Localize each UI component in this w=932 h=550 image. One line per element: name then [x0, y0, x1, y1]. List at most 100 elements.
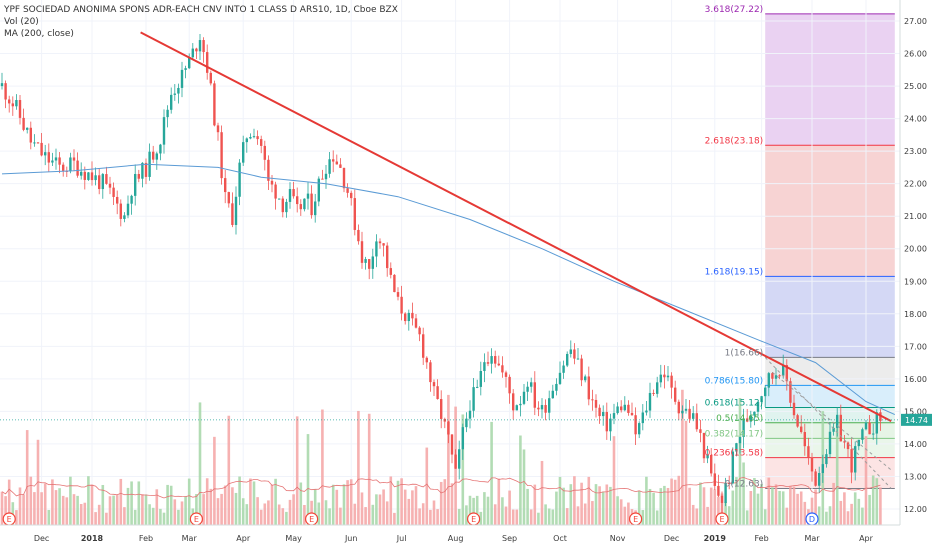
candle-body	[692, 413, 695, 419]
price-axis[interactable]: 12.00 13.00 14.00 15.00 16.00 17.00 18.00 19.00…	[899, 0, 932, 550]
candle-body	[742, 418, 745, 438]
volume-bar	[162, 512, 166, 525]
candle-body	[260, 139, 263, 146]
volume-bar	[727, 506, 731, 525]
earnings-marker-label: E	[719, 515, 724, 524]
volume-bar	[774, 484, 778, 525]
candle-body	[864, 422, 868, 430]
time-tick-label: Aug	[448, 534, 464, 543]
volume-bar	[339, 507, 342, 525]
candle-body	[558, 372, 562, 384]
candle-body	[342, 167, 346, 189]
candle-body	[695, 413, 698, 430]
volume-bar	[335, 489, 339, 525]
volume-bar	[148, 504, 151, 525]
candle-body	[522, 391, 526, 404]
volume-bar	[497, 478, 501, 525]
fibonacci-labels: 0(12.63) 0.236(13.58) 0.382(14.17) 0.5(14.6…	[705, 5, 764, 490]
volume-bar	[688, 487, 691, 525]
dividend-marker-label: D	[809, 515, 815, 524]
volume-bar	[677, 475, 681, 525]
candle-body	[360, 241, 364, 263]
candle-body	[101, 174, 104, 190]
candle-body	[299, 204, 302, 210]
price-tick-label: 26.00	[904, 50, 927, 59]
time-tick-label: Mar	[804, 534, 820, 543]
chart-legend: YPF SOCIEDAD ANONIMA SPONS ADR-EACH CNV …	[4, 4, 398, 40]
volume-bar	[691, 504, 695, 525]
candle-body	[152, 151, 155, 160]
price-tick-label: 25.00	[904, 82, 927, 91]
volume-bar	[22, 494, 25, 525]
volume-bar	[475, 495, 479, 525]
volume-bar	[83, 502, 87, 525]
candle-body	[587, 376, 590, 400]
volume-bar	[709, 487, 713, 525]
candle-body	[231, 203, 234, 225]
candle-body	[26, 127, 29, 130]
volume-bar	[155, 489, 159, 525]
volume-bar	[472, 497, 475, 525]
candle-body	[317, 178, 320, 202]
candle-body	[810, 457, 814, 472]
volume-bar	[216, 498, 220, 525]
volume-bar	[735, 477, 738, 525]
volume-bar	[69, 476, 72, 525]
candle-body	[296, 196, 299, 205]
volume-bar	[447, 394, 450, 525]
volume-bar	[616, 496, 619, 525]
candle-body	[40, 142, 43, 156]
volume-bar	[141, 494, 144, 525]
candle-body	[8, 99, 11, 104]
volume-bar	[40, 492, 43, 525]
trendline[interactable]	[140, 31, 892, 423]
candle-body	[846, 442, 850, 450]
candle-body	[598, 407, 601, 417]
candle-body	[832, 427, 835, 432]
candle-body	[224, 178, 227, 193]
candle-body	[512, 393, 515, 411]
candle-body	[677, 401, 680, 414]
symbol-title[interactable]: YPF SOCIEDAD ANONIMA SPONS ADR-EACH CNV …	[4, 5, 398, 15]
candle-body	[15, 100, 18, 107]
candle-body	[288, 189, 292, 202]
volume-bar	[119, 478, 123, 525]
time-axis[interactable]: Dec 2018 Feb Mar Apr May Jun Jul Aug Sep Oct Nov Dec…	[0, 524, 932, 550]
volume-bar	[33, 492, 36, 525]
candle-body	[324, 173, 328, 180]
volume-bar	[346, 480, 349, 525]
volume-indicator-label[interactable]: Vol (20)	[4, 17, 39, 27]
candle-body	[764, 387, 767, 397]
fib-label-1.618: 1.618(19.15)	[705, 267, 764, 277]
volume-bar	[684, 420, 688, 525]
candle-body	[422, 334, 425, 358]
volume-bar	[385, 501, 389, 525]
volume-bar	[281, 508, 285, 525]
candle-body	[731, 451, 734, 484]
volume-bar	[263, 503, 267, 525]
candle-body	[476, 386, 479, 388]
volume-bar	[652, 492, 655, 525]
candle-body	[620, 406, 623, 411]
volume-bar	[112, 495, 115, 525]
volume-bar	[511, 509, 515, 525]
candle-body	[69, 157, 72, 172]
volume-bar	[742, 462, 745, 525]
volume-bar	[79, 504, 83, 525]
volume-bar	[87, 476, 90, 525]
moving-average-label[interactable]: MA (200, close)	[4, 29, 74, 39]
time-axis-bg	[0, 525, 932, 550]
volume-bar	[137, 481, 141, 525]
candle-body	[209, 72, 212, 84]
volume-bar	[195, 494, 198, 525]
volume-bar	[490, 421, 493, 525]
price-tick-label: 27.00	[904, 17, 927, 26]
candle-body	[314, 201, 317, 216]
volume-bar	[717, 496, 720, 525]
candle-body	[375, 241, 378, 257]
candle-body	[836, 414, 839, 428]
volume-bar	[61, 495, 65, 525]
candle-body	[364, 259, 367, 263]
